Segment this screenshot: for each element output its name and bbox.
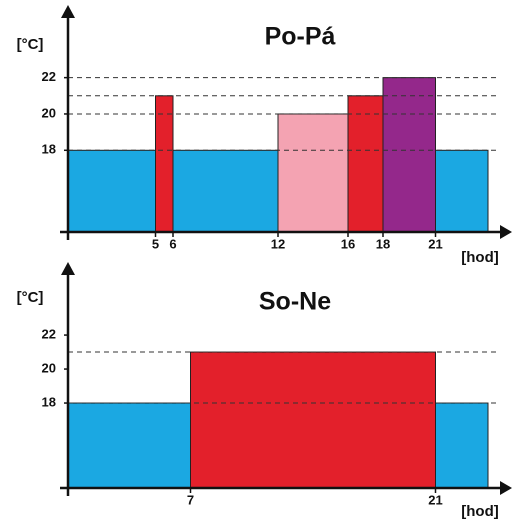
- x-tick-label: 18: [376, 236, 390, 251]
- y-axis-label: [°C]: [17, 36, 44, 53]
- y-tick-label: 20: [42, 105, 56, 120]
- bar: [435, 149, 489, 233]
- x-tick-label: 21: [428, 492, 442, 507]
- x-axis-arrow: [500, 225, 512, 239]
- x-tick-label: 6: [169, 236, 176, 251]
- y-tick-label: 18: [42, 142, 56, 157]
- x-axis-label: [hod]: [461, 503, 498, 520]
- x-tick-label: 16: [341, 236, 355, 251]
- bar: [190, 351, 436, 489]
- x-tick-label: 12: [271, 236, 285, 251]
- y-tick-label: 20: [42, 360, 56, 375]
- bar: [155, 95, 174, 233]
- bar: [277, 113, 349, 233]
- y-tick-label: 18: [42, 394, 56, 409]
- x-tick-label: 7: [187, 492, 194, 507]
- bar: [435, 402, 489, 489]
- x-axis-arrow: [500, 481, 512, 495]
- bar: [347, 95, 384, 233]
- chart-title: So-Ne: [259, 288, 331, 316]
- y-axis-arrow: [61, 5, 75, 18]
- x-tick-label: 21: [428, 236, 442, 251]
- y-tick-label: 22: [42, 69, 56, 84]
- y-tick-label: 22: [42, 327, 56, 342]
- y-axis-label: [°C]: [17, 289, 44, 306]
- chart-title: Po-Pá: [265, 23, 336, 51]
- x-tick-label: 5: [152, 236, 159, 251]
- y-axis-arrow: [61, 262, 75, 275]
- bar: [382, 77, 436, 233]
- bar: [67, 402, 191, 489]
- x-axis-label: [hod]: [461, 249, 498, 266]
